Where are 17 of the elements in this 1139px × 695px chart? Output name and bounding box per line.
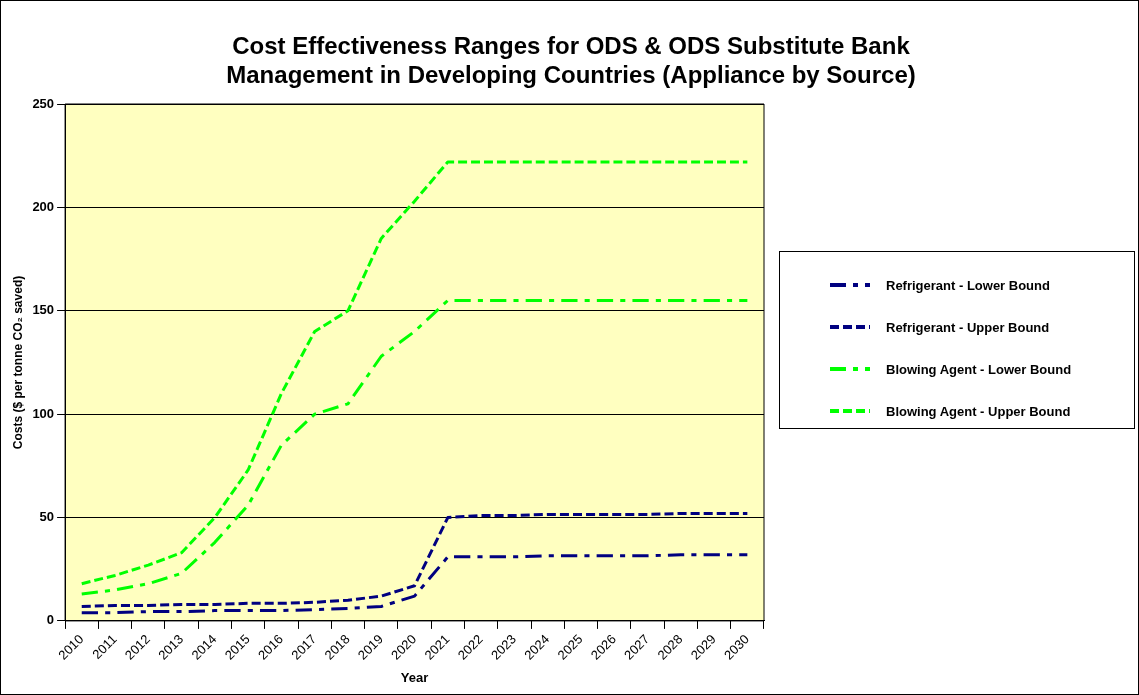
legend-label: Blowing Agent - Lower Bound — [886, 361, 1072, 377]
chart-title: Cost Effectiveness Ranges for ODS & ODS Substitute Bank Management in Developing Countries (Appliance by Source) — [225, 31, 917, 89]
legend-label: Refrigerant - Lower Bound — [886, 277, 1050, 293]
line-series — [80, 160, 749, 586]
line-series — [80, 553, 749, 615]
legend-label: Blowing Agent - Upper Bound — [886, 403, 1071, 419]
y-tick-label: 100 — [32, 405, 55, 421]
legend-label: Refrigerant - Upper Bound — [886, 319, 1050, 335]
x-axis-title: Year — [400, 669, 429, 685]
line-series — [80, 511, 749, 608]
y-tick-label: 250 — [32, 95, 55, 111]
y-tick-label: 0 — [46, 612, 55, 628]
line-series — [80, 298, 749, 596]
y-tick-label: 50 — [39, 509, 55, 525]
y-axis-title: Costs ($ per tonne CO₂ saved) — [10, 275, 25, 450]
y-tick-label: 150 — [32, 302, 55, 318]
y-tick-label: 200 — [32, 198, 55, 214]
